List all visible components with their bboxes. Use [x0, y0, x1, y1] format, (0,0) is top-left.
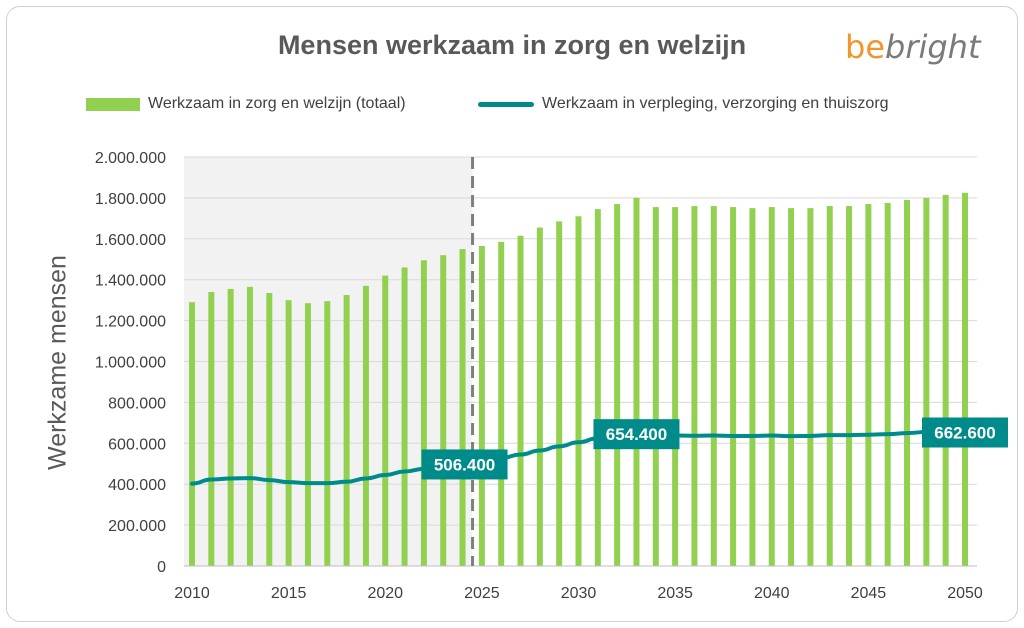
x-tick-label: 2015	[271, 585, 307, 602]
bar	[962, 192, 968, 566]
data-label: 506.400	[434, 455, 495, 474]
data-label-box	[421, 449, 508, 480]
y-tick-label: 600.000	[108, 436, 166, 453]
bar	[730, 207, 737, 567]
bar	[285, 300, 292, 566]
bar	[865, 204, 872, 566]
data-label: 654.400	[606, 425, 667, 444]
bar	[826, 206, 833, 566]
bar	[923, 197, 930, 566]
bar	[189, 302, 195, 566]
legend: Werkzaam in zorg en welzijn (totaal) Wer…	[0, 92, 1024, 116]
legend-swatch-bar	[86, 97, 140, 111]
y-tick-label: 800.000	[108, 395, 166, 412]
bar	[672, 207, 679, 567]
x-tick-label: 2010	[174, 585, 210, 602]
legend-label-total: Werkzaam in zorg en welzijn (totaal)	[148, 95, 406, 112]
bar	[362, 285, 369, 566]
bar	[208, 291, 215, 566]
y-tick-label: 200.000	[108, 518, 166, 535]
bar	[691, 206, 698, 566]
x-tick-label: 2050	[947, 585, 983, 602]
logo-be: be	[845, 28, 885, 66]
legend-label-nursing: Werkzaam in verpleging, verzorging en th…	[542, 95, 889, 112]
bar	[459, 249, 466, 566]
x-tick-label: 2045	[851, 585, 887, 602]
bar	[304, 303, 311, 566]
bar	[517, 235, 524, 567]
x-tick-label: 2040	[754, 585, 790, 602]
y-tick-label: 1.200.000	[95, 314, 166, 331]
bar	[846, 206, 853, 566]
bar	[710, 206, 717, 566]
bebright-logo: bebright	[845, 28, 981, 66]
bar	[884, 203, 891, 566]
x-tick-label: 2020	[367, 585, 403, 602]
y-tick-label: 2.000.000	[95, 150, 166, 167]
x-tick-label: 2025	[464, 585, 500, 602]
bar	[343, 295, 350, 566]
bar	[401, 267, 408, 566]
bar	[652, 207, 659, 567]
x-tick-label: 2030	[561, 585, 597, 602]
bar	[324, 301, 331, 566]
bar	[266, 292, 273, 566]
bar	[382, 275, 389, 566]
y-tick-label: 0	[157, 559, 166, 576]
y-tick-label: 1.400.000	[95, 273, 166, 290]
logo-bright: bright	[885, 28, 981, 66]
bar	[556, 221, 563, 567]
bar	[420, 260, 427, 566]
bar	[904, 199, 911, 566]
bar	[227, 288, 234, 566]
y-tick-label: 400.000	[108, 477, 166, 494]
legend-swatch-line	[478, 101, 534, 107]
legend-item-nursing: Werkzaam in verpleging, verzorging en th…	[478, 92, 889, 116]
data-label-box	[922, 417, 1008, 448]
nursing-line	[190, 428, 967, 486]
y-tick-label: 1.800.000	[95, 191, 166, 208]
bar	[633, 197, 640, 566]
legend-item-total: Werkzaam in zorg en welzijn (totaal)	[86, 92, 406, 116]
bar	[575, 216, 582, 566]
bar	[594, 209, 601, 566]
bar	[749, 208, 756, 566]
bar	[614, 204, 621, 566]
data-label-box	[593, 419, 680, 450]
bar	[536, 227, 543, 567]
bar	[440, 255, 447, 566]
y-tick-label: 1.600.000	[95, 232, 166, 249]
bar	[942, 194, 949, 566]
y-tick-label: 1.000.000	[95, 355, 166, 372]
bar	[788, 208, 795, 566]
data-label: 662.600	[934, 423, 995, 442]
bar	[498, 241, 505, 566]
bar	[246, 286, 253, 566]
bar	[768, 207, 775, 567]
x-tick-label: 2035	[657, 585, 693, 602]
bar	[478, 245, 485, 566]
bar	[807, 208, 814, 566]
chart-title: Mensen werkzaam in zorg en welzijn	[277, 30, 747, 60]
